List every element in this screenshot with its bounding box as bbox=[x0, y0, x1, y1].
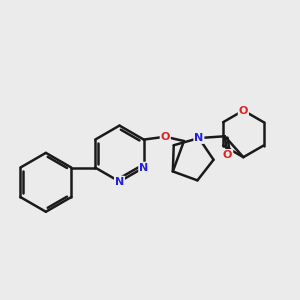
Text: N: N bbox=[115, 177, 124, 187]
Text: O: O bbox=[239, 106, 248, 116]
Text: N: N bbox=[139, 163, 148, 172]
Text: O: O bbox=[223, 150, 232, 160]
Text: N: N bbox=[194, 133, 203, 143]
Text: O: O bbox=[160, 132, 170, 142]
